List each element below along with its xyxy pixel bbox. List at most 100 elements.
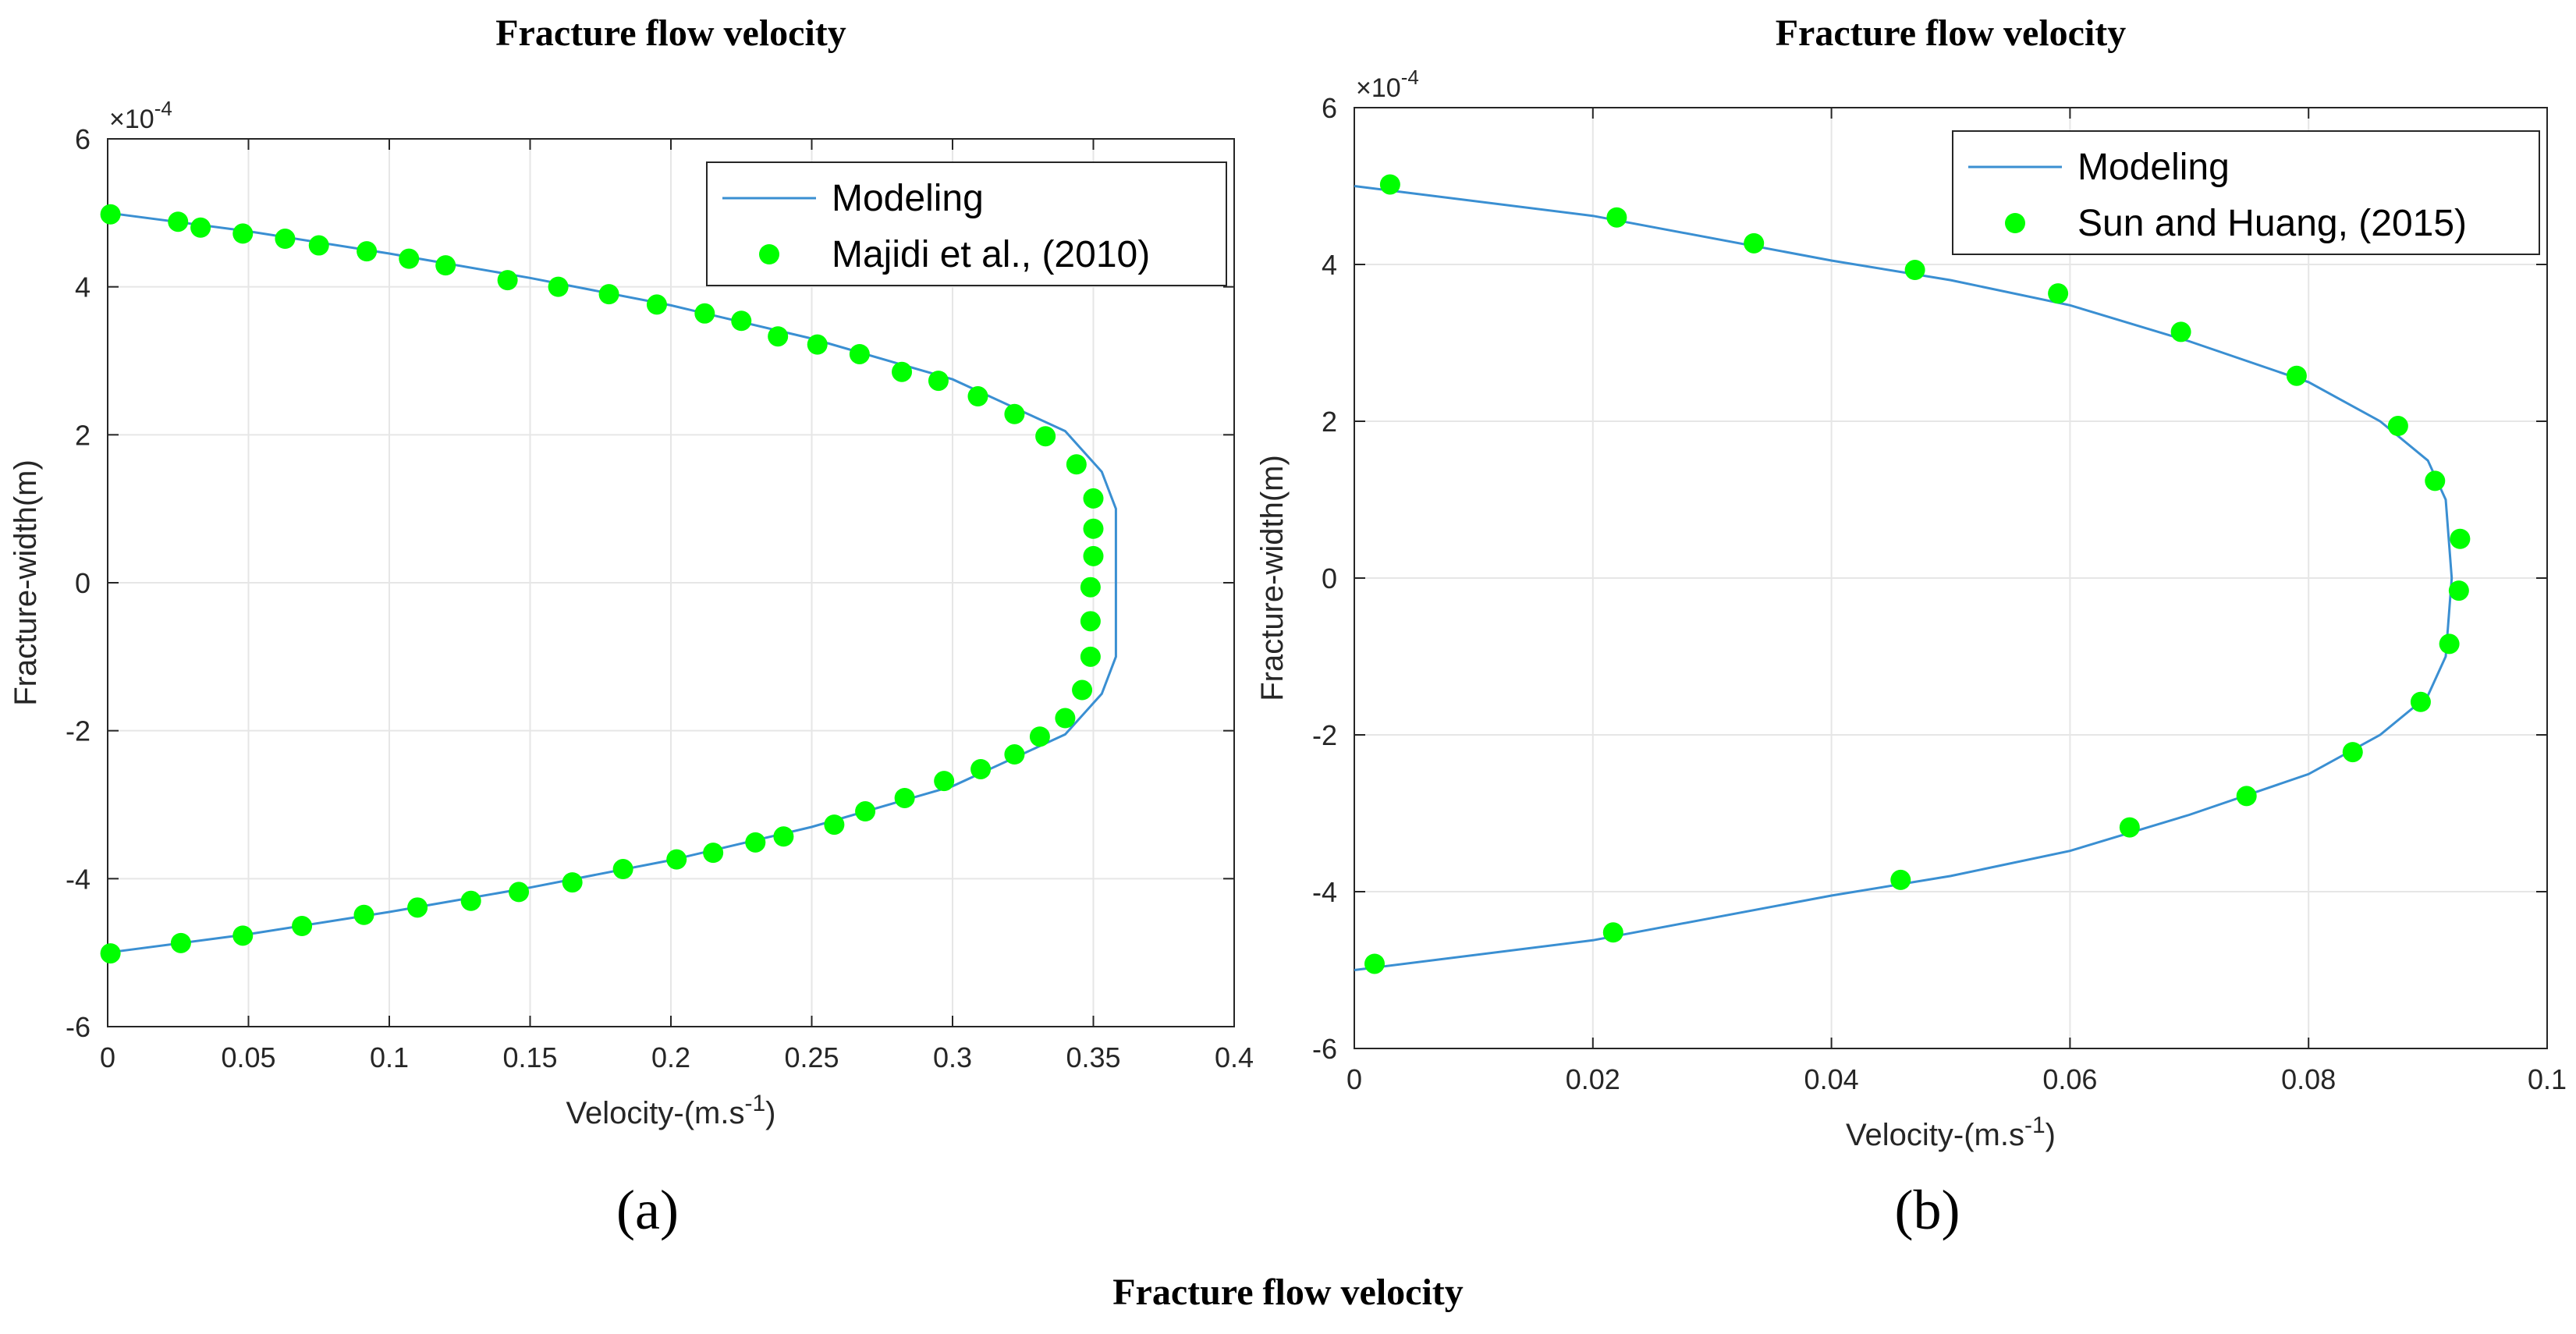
chart-b-y-tick-label: -4 bbox=[1312, 876, 1337, 908]
figure-caption: Fracture flow velocity bbox=[1112, 1272, 1464, 1313]
chart-a-data-point bbox=[497, 270, 518, 291]
chart-a-y-tick-label: 2 bbox=[75, 419, 90, 451]
chart-a-title: Fracture flow velocity bbox=[495, 12, 846, 54]
chart-a-data-point bbox=[1080, 611, 1101, 632]
chart-a-x-tick-label: 0.1 bbox=[370, 1041, 409, 1073]
chart-a-data-point bbox=[100, 204, 121, 225]
chart-a-data-point bbox=[666, 849, 687, 870]
chart-a-data-point bbox=[460, 890, 481, 911]
chart-a-y-exponent: ×10-4 bbox=[109, 97, 172, 134]
chart-b-x-tick-label: 0 bbox=[1347, 1063, 1362, 1095]
chart-a-data-point bbox=[353, 904, 374, 925]
chart-b-legend-label-observed: Sun and Huang, (2015) bbox=[2077, 203, 2467, 244]
chart-a-x-axis-label: Velocity-(m.s-1) bbox=[566, 1091, 776, 1130]
chart-a-data-point bbox=[562, 872, 583, 893]
chart-a-data-point bbox=[170, 932, 191, 953]
chart-a-data-point bbox=[1080, 577, 1101, 598]
chart-a-data-point bbox=[1072, 679, 1093, 701]
chart-a-x-tick-label: 0.05 bbox=[221, 1041, 275, 1073]
chart-a-data-point bbox=[190, 217, 211, 238]
chart-a-data-point bbox=[1035, 426, 1056, 447]
chart-b-legend-label-modeling: Modeling bbox=[2077, 147, 2230, 188]
chart-b-data-point bbox=[2236, 786, 2257, 807]
chart-b-x-tick-label: 0.1 bbox=[2528, 1063, 2567, 1095]
chart-a-data-point bbox=[967, 386, 988, 407]
chart-a-x-tick-label: 0.15 bbox=[502, 1041, 557, 1073]
chart-a-data-point bbox=[232, 223, 254, 244]
chart-a-data-point bbox=[773, 826, 794, 847]
chart-a-data-point bbox=[894, 787, 915, 808]
chart-b-legend: Modeling Sun and Huang, (2015) bbox=[1952, 130, 2540, 255]
chart-b-y-tick-label: -6 bbox=[1312, 1033, 1337, 1065]
chart-a-legend: Modeling Majidi et al., (2010) bbox=[706, 161, 1227, 286]
chart-a-data-point bbox=[308, 235, 329, 256]
chart-a-y-axis-label: Fracture-width(m) bbox=[9, 459, 43, 706]
chart-a-x-tick-label: 0 bbox=[100, 1041, 115, 1073]
chart-a-data-point bbox=[407, 897, 428, 918]
chart-b-y-tick-label: 4 bbox=[1322, 249, 1337, 281]
chart-a-data-point bbox=[928, 371, 949, 392]
chart-a-legend-frame bbox=[706, 161, 1227, 286]
chart-b-data-point bbox=[2170, 321, 2191, 342]
chart-a-x-tick-label: 0.25 bbox=[784, 1041, 839, 1073]
chart-b-x-tick-label: 0.04 bbox=[1804, 1063, 1859, 1095]
chart-a-data-point bbox=[768, 326, 789, 347]
chart-a-data-point bbox=[1083, 545, 1104, 566]
chart-b-x-tick-label: 0.06 bbox=[2042, 1063, 2097, 1095]
chart-a-x-tick-label: 0.3 bbox=[933, 1041, 972, 1073]
chart-a-data-point bbox=[970, 758, 992, 779]
chart-a-legend-label-observed: Majidi et al., (2010) bbox=[832, 234, 1150, 275]
chart-a-data-point bbox=[292, 916, 313, 937]
chart-b-series-line-modeling bbox=[1354, 185, 2454, 971]
chart-a-data-point bbox=[731, 310, 752, 332]
chart-b-data-point bbox=[1602, 922, 1623, 943]
chart-b-x-tick-label: 0.02 bbox=[1566, 1063, 1620, 1095]
chart-a-data-point bbox=[548, 276, 569, 297]
chart-a-data-point bbox=[232, 925, 254, 946]
chart-b-data-point bbox=[1606, 207, 1627, 228]
chart-b-data-point bbox=[2048, 283, 2069, 304]
chart-a-data-point bbox=[855, 801, 876, 822]
chart-a-data-point bbox=[824, 814, 845, 836]
chart-b-data-point bbox=[2342, 742, 2363, 763]
chart-b-legend-frame bbox=[1952, 130, 2540, 255]
chart-b-data-point bbox=[2425, 470, 2446, 491]
chart-a-data-point bbox=[357, 241, 378, 262]
chart-b-y-exponent: ×10-4 bbox=[1356, 66, 1419, 103]
chart-b-data-point bbox=[2119, 817, 2140, 838]
chart-a-x-tick-label: 0.4 bbox=[1215, 1041, 1254, 1073]
chart-a-data-point bbox=[1083, 518, 1104, 539]
chart-a-data-point bbox=[1066, 454, 1087, 475]
chart-a-data-point bbox=[934, 771, 955, 792]
chart-a-y-tick-label: 4 bbox=[75, 271, 90, 303]
chart-b-data-point bbox=[2450, 528, 2471, 549]
chart-b-data-point bbox=[1379, 174, 1400, 195]
chart-b-y-tick-label: 0 bbox=[1322, 562, 1337, 594]
chart-a-legend-marker-swatch bbox=[759, 244, 779, 264]
chart-a-data-point bbox=[1029, 726, 1050, 747]
chart-b-data-point bbox=[2387, 416, 2408, 437]
chart-a-data-point bbox=[892, 361, 913, 382]
chart-b-x-axis-label: Velocity-(m.s-1) bbox=[1846, 1112, 2056, 1152]
chart-a-panel-label: (a) bbox=[616, 1179, 679, 1241]
chart-a-data-point bbox=[694, 303, 715, 324]
chart-a-data-point bbox=[598, 284, 619, 305]
chart-a-x-tick-label: 0.35 bbox=[1066, 1041, 1120, 1073]
chart-b-title: Fracture flow velocity bbox=[1776, 12, 2127, 54]
chart-b-panel-label: (b) bbox=[1895, 1179, 1960, 1241]
chart-a-y-tick-label: -2 bbox=[66, 715, 90, 747]
chart-panel-a: 0 0.05 0.1 0.15 0.2 0.25 0.3 0.35 0.4 -6 -4 -2 0 2 4 6 ×… bbox=[9, 12, 1254, 1241]
chart-a-data-point bbox=[849, 343, 870, 364]
chart-a-data-point bbox=[646, 294, 667, 315]
chart-a-y-tick-label: 6 bbox=[75, 123, 90, 155]
chart-a-data-point bbox=[168, 211, 189, 232]
chart-a-data-point bbox=[703, 843, 724, 864]
chart-b-y-axis-label: Fracture-width(m) bbox=[1255, 455, 1290, 701]
chart-b-y-tick-label: -2 bbox=[1312, 719, 1337, 751]
chart-b-legend-marker-swatch bbox=[2005, 213, 2025, 233]
chart-b-y-tick-label: 6 bbox=[1322, 92, 1337, 124]
chart-a-data-point bbox=[1080, 646, 1101, 667]
chart-panel-b: 0 0.02 0.04 0.06 0.08 0.1 -6 -4 -2 0 2 4 6 ×10-4 Veloc… bbox=[1255, 12, 2567, 1241]
chart-a-y-tick-label: 0 bbox=[75, 567, 90, 599]
